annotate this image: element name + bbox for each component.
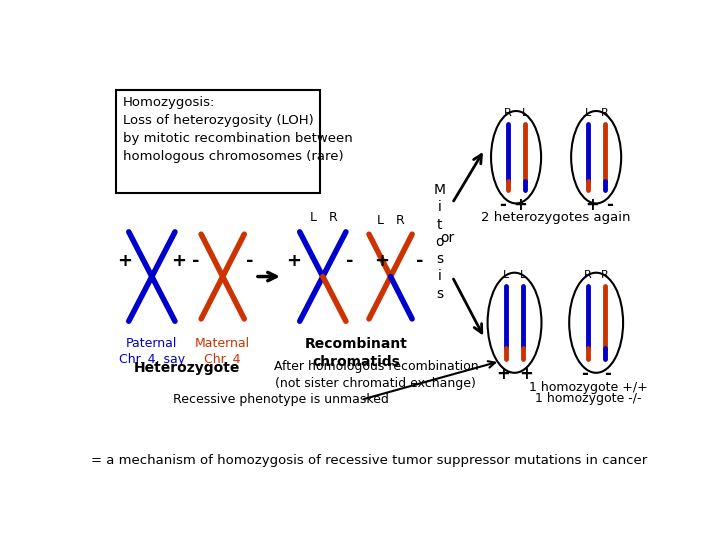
Text: +: +: [374, 252, 389, 270]
Text: R: R: [504, 109, 511, 118]
Text: -: -: [416, 252, 423, 270]
Text: +: +: [585, 196, 599, 214]
Text: -: -: [604, 366, 611, 383]
Text: -: -: [246, 252, 253, 270]
Text: +: +: [519, 366, 533, 383]
Text: -: -: [192, 252, 199, 270]
Text: -: -: [346, 252, 354, 270]
Text: R: R: [600, 109, 608, 118]
Text: L: L: [377, 213, 384, 226]
Text: +: +: [496, 366, 510, 383]
Text: Recessive phenotype is unmasked: Recessive phenotype is unmasked: [173, 393, 388, 406]
Text: or: or: [441, 231, 454, 245]
Text: Paternal
Chr. 4, say: Paternal Chr. 4, say: [119, 336, 185, 366]
FancyBboxPatch shape: [116, 90, 320, 193]
Text: R: R: [600, 270, 608, 280]
Text: 1 homozygote +/+: 1 homozygote +/+: [529, 381, 648, 394]
Text: -: -: [606, 196, 613, 214]
Text: Maternal
Chr. 4: Maternal Chr. 4: [195, 336, 251, 366]
Text: -: -: [581, 366, 588, 383]
Text: +: +: [513, 196, 527, 214]
Text: = a mechanism of homozygosis of recessive tumor suppressor mutations in cancer: = a mechanism of homozygosis of recessiv…: [91, 454, 647, 467]
Text: 2 heterozygotes again: 2 heterozygotes again: [482, 212, 631, 225]
Text: L: L: [585, 109, 591, 118]
Text: Recombinant
chromatids: Recombinant chromatids: [305, 336, 408, 369]
Text: After homologous recombination
(not sister chromatid exchange): After homologous recombination (not sist…: [274, 360, 478, 390]
Text: +: +: [286, 252, 301, 270]
Text: L: L: [521, 109, 528, 118]
Text: 1 homozygote -/-: 1 homozygote -/-: [535, 393, 642, 406]
Text: -: -: [499, 196, 505, 214]
Text: +: +: [171, 252, 186, 270]
Text: L: L: [520, 270, 526, 280]
Text: R: R: [328, 211, 337, 224]
Text: +: +: [117, 252, 132, 270]
Text: L: L: [310, 211, 316, 224]
Text: Heterozygote: Heterozygote: [134, 361, 240, 375]
Text: R: R: [396, 213, 405, 226]
Text: M
i
t
o
s
i
s: M i t o s i s: [434, 183, 446, 301]
Text: R: R: [584, 270, 592, 280]
Text: L: L: [503, 270, 509, 280]
Text: Homozygosis:
Loss of heterozygosity (LOH)
by mitotic recombination between
homol: Homozygosis: Loss of heterozygosity (LOH…: [122, 96, 352, 163]
